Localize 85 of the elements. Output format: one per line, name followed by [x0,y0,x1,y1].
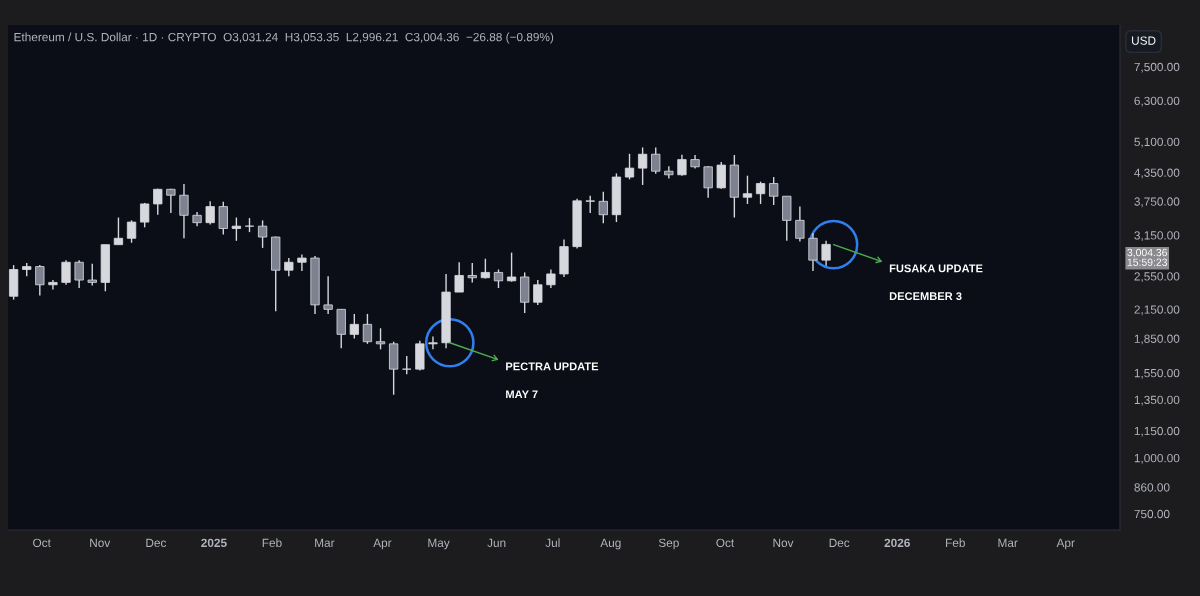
x-tick-label: 2026 [884,538,910,547]
candlestick [35,264,45,297]
text: Ethereum / U.S. Dollar · 1D · CRYPTO O3,031.24 H3,053.35 L2,996.21 C3,004.36 −26.88 (−0.89%) [14,32,554,44]
text: USD [1132,36,1156,45]
annotation: MAY 7 [506,390,538,399]
candlestick [349,313,359,340]
x-tick-label: Oct [716,538,735,547]
candlestick [74,259,84,289]
x-tick-label: Nov [90,538,111,547]
candlestick [140,202,150,229]
y-tick-label: 1,850.00 [1134,334,1180,345]
annotation: DECEMBER 3 [889,292,962,301]
candlestick [61,259,71,286]
candlestick [375,327,386,351]
text: 15:59:23 [1127,258,1168,266]
x-tick-label: Mar [998,538,1018,547]
candlestick [755,180,766,205]
x-tick-label: Apr [1056,538,1075,550]
candlestick [126,219,137,244]
candlestick [428,335,438,351]
candlestick [153,188,163,216]
candlestick [637,146,648,186]
x-tick-label: Aug [600,538,621,550]
candlestick [546,268,556,289]
y-tick-label: 1,350.00 [1134,395,1180,406]
candlestick [467,262,477,284]
candlestick [87,262,97,287]
candlestick [231,216,242,242]
candlestick [113,216,124,246]
x-tick-label: Feb [262,538,282,547]
y-tick-label: 4,350.00 [1134,168,1180,179]
y-tick-label: 6,300.00 [1134,96,1180,107]
candlestick [677,153,687,177]
y-tick-label: 2,150.00 [1134,305,1180,316]
y-tick-label: 1,550.00 [1134,368,1180,379]
candlestick [205,200,215,226]
candlestick [703,165,713,199]
x-tick-label: May [428,538,450,550]
x-tick-label: Mar [315,538,335,547]
x-tick-label: Jun [487,538,506,547]
y-tick-label: 2,550.00 [1134,272,1180,282]
candlestick [624,153,635,181]
candlestick [651,146,661,175]
x-tick-label: Dec [829,538,850,547]
x-tick-label: Jul [545,538,560,547]
candlestick [821,240,831,267]
candlestick [742,174,753,205]
annotation: PECTRA UPDATE [506,362,599,371]
y-tick-label: 3,150.00 [1134,231,1180,241]
y-tick-label: 7,500.00 [1134,62,1180,73]
x-tick-label: Sep [658,538,679,550]
candlestick [493,268,504,289]
y-tick-label: 860.00 [1134,483,1170,492]
candlestick [664,165,674,180]
y-tick-label: 3,750.00 [1134,197,1180,208]
candlestick [166,188,176,214]
candlestick [769,176,779,206]
candlestick [402,355,412,375]
y-tick-label: 750.00 [1134,509,1170,519]
candlestick [454,261,464,293]
candlestick [716,161,726,190]
candlestick [362,313,373,345]
x-tick-label: Apr [373,538,392,550]
candlestick [284,257,294,277]
candlestick [218,201,228,236]
candlestick [480,258,491,280]
candlestick [323,275,333,315]
x-tick-label: 2025 [201,538,227,547]
candlestick [506,251,517,283]
text: 3,004.36 [1127,248,1168,258]
x-tick-label: Feb [946,538,965,547]
annotation: FUSAKA UPDATE [889,264,983,273]
y-tick-label: 5,100.00 [1134,137,1180,148]
candlestick [808,232,818,272]
candlestick [179,183,189,239]
x-tick-label: Nov [773,538,794,547]
candlestick [795,205,805,243]
y-tick-label: 1,000.00 [1134,453,1180,464]
x-tick-label: Dec [146,538,167,547]
y-tick-label: 1,150.00 [1134,426,1180,437]
candlestick [533,279,543,306]
x-tick-label: Oct [33,538,51,547]
candlestick [48,279,58,291]
candlestick [257,219,268,249]
candlestick [598,191,608,224]
